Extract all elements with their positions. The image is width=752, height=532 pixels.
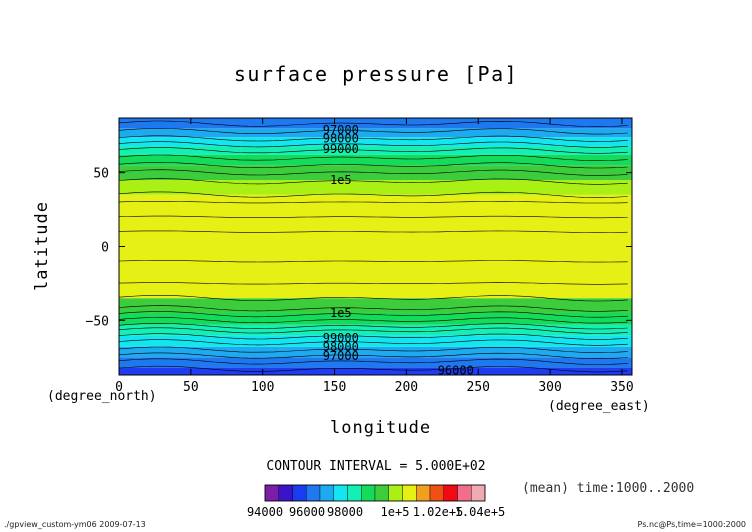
band-13 (119, 128, 632, 138)
colorbar-swatch-11 (416, 484, 431, 502)
colorbar-swatch-5 (333, 484, 348, 502)
x-tick-label-7: 350 (610, 380, 633, 395)
chart-title: surface pressure [Pa] (233, 62, 519, 86)
contour-label-7: 97000 (323, 349, 359, 363)
contour-line-16 (118, 201, 628, 204)
contour-line-5 (118, 333, 628, 340)
band-12 (119, 137, 632, 147)
band-14 (119, 118, 632, 129)
contour-line-2 (118, 352, 628, 359)
colorbar-swatch-7 (361, 484, 376, 502)
mean-time-text: (mean) time:1000..2000 (522, 481, 695, 496)
band-5 (119, 312, 632, 325)
x-tick-label-4: 200 (395, 380, 418, 395)
contour-line-24 (118, 135, 628, 142)
x-axis-unit: (degree_east) (548, 399, 650, 414)
colorbar-label-2: 98000 (327, 505, 363, 519)
colorbar-label-4: 1.02e+5 (413, 505, 464, 519)
contour-label-4: 1e5 (330, 306, 352, 320)
colorbar-swatch-8 (374, 484, 389, 502)
colorbar-swatch-9 (388, 484, 403, 502)
contour-line-19 (118, 169, 628, 176)
band-3 (119, 335, 632, 347)
contour-line-3 (118, 346, 628, 353)
colorbar-swatch-4 (319, 484, 334, 502)
x-axis-label: longitude (330, 418, 432, 438)
y-tick-label-1: 0 (101, 241, 109, 256)
band-4 (119, 324, 632, 336)
colorbar-frame (264, 484, 486, 502)
x-tick-label-0: 0 (115, 380, 123, 395)
contour-line-12 (118, 282, 628, 285)
contour-line-21 (118, 154, 628, 162)
contour-line-20 (118, 162, 628, 169)
y-axis-label: latitude (32, 201, 52, 291)
contour-label-0: 97000 (323, 123, 359, 137)
y-tick-label-0: −50 (86, 314, 109, 329)
x-tick-label-6: 300 (538, 380, 561, 395)
x-tick-label-2: 100 (251, 380, 274, 395)
colorbar-swatch-15 (471, 484, 486, 502)
colorbar-label-0: 94000 (247, 505, 283, 519)
contour-label-3: 1e5 (330, 173, 352, 187)
contour-label-5: 99000 (323, 331, 359, 345)
contour-line-6 (118, 327, 628, 334)
band-0 (119, 367, 632, 375)
contour-line-22 (118, 147, 628, 154)
contour-line-23 (118, 141, 628, 148)
contour-label-6: 98000 (323, 340, 359, 354)
footer-left: ./gpview_custom-ym06 2009-07-13 (4, 520, 146, 529)
contour-label-2: 99000 (323, 142, 359, 156)
contour-interval-text: CONTOUR INTERVAL = 5.000E+02 (266, 459, 486, 474)
contour-line-17 (118, 191, 628, 198)
contour-line-11 (118, 295, 628, 302)
band-10 (119, 154, 632, 166)
colorbar-swatch-0 (264, 484, 279, 502)
contour-label-1: 98000 (323, 132, 359, 146)
contour-line-9 (118, 311, 628, 318)
colorbar-swatch-13 (443, 484, 458, 502)
y-tick-label-2: 50 (93, 167, 109, 182)
contour-line-10 (118, 305, 628, 312)
colorbar-swatch-2 (292, 484, 307, 502)
x-tick-label-1: 50 (183, 380, 199, 395)
colorbar-label-3: 1e+5 (381, 505, 410, 519)
colorbar-label-5: 1.04e+5 (455, 505, 506, 519)
colorbar-swatch-10 (402, 484, 417, 502)
band-7 (119, 194, 632, 299)
colorbar-swatch-3 (306, 484, 321, 502)
contour-line-4 (118, 339, 628, 346)
contour-label-8: 96000 (438, 364, 474, 378)
contour-line-25 (118, 128, 628, 135)
y-axis-unit: (degree_north) (47, 389, 157, 404)
colorbar-label-1: 96000 (289, 505, 325, 519)
band-2 (119, 346, 632, 358)
contour-line-26 (118, 120, 628, 127)
band-6 (119, 298, 632, 313)
contour-line-7 (118, 323, 628, 330)
contour-line-15 (118, 215, 628, 219)
colorbar-swatch-12 (429, 484, 444, 502)
contour-line-0 (118, 365, 628, 373)
x-tick-label-3: 150 (323, 380, 346, 395)
contour-line-8 (118, 317, 628, 324)
contour-line-18 (118, 178, 628, 185)
x-tick-label-5: 250 (467, 380, 490, 395)
footer-right: Ps.nc@Ps,time=1000:2000 (637, 520, 746, 529)
contour-line-14 (118, 230, 628, 233)
contour-line-13 (118, 260, 628, 263)
colorbar-swatch-1 (278, 484, 293, 502)
band-1 (119, 357, 632, 368)
contour-line-1 (118, 358, 628, 365)
colorbar-swatch-14 (457, 484, 472, 502)
colorbar-swatch-6 (347, 484, 362, 502)
